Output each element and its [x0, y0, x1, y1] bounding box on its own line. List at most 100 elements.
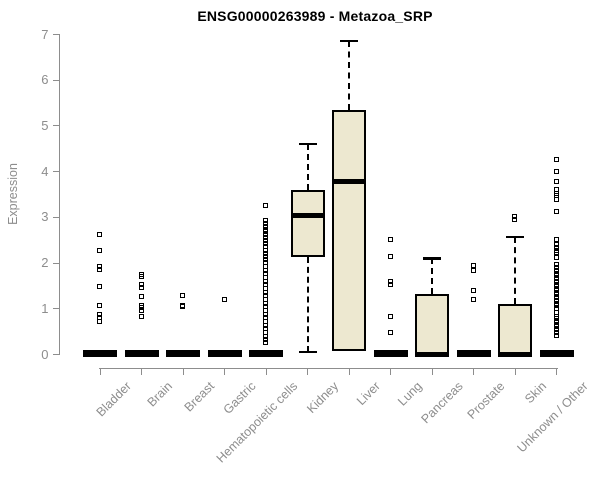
outlier-point	[263, 340, 268, 346]
x-tick	[307, 368, 308, 375]
outlier-point	[263, 234, 268, 240]
outlier-point	[553, 297, 559, 303]
x-tick	[431, 368, 433, 375]
x-tick	[141, 368, 142, 375]
outlier-point	[553, 273, 559, 279]
x-tick-label: Skin	[521, 379, 549, 407]
outlier-point	[263, 218, 268, 224]
x-tick	[348, 368, 350, 375]
outlier-point	[97, 319, 102, 324]
upper-whisker	[431, 258, 433, 294]
x-tick	[514, 368, 516, 375]
outlier-point	[553, 255, 559, 261]
outlier-point	[263, 254, 268, 260]
outlier-point	[553, 332, 559, 338]
outlier-point	[263, 241, 268, 247]
median-line	[332, 178, 366, 184]
upper-whisker-cap	[298, 142, 317, 146]
outlier-point	[180, 292, 185, 298]
x-tick	[224, 368, 225, 375]
x-axis-line	[99, 368, 558, 369]
upper-whisker	[514, 236, 516, 304]
outlier-point	[263, 238, 268, 244]
outlier-point	[221, 297, 227, 303]
outlier-point	[263, 257, 268, 263]
collapsed-box	[124, 350, 159, 357]
y-tick	[52, 34, 59, 35]
outlier-point	[553, 270, 559, 276]
y-tick	[52, 354, 59, 355]
box	[498, 303, 532, 354]
x-tick-label: Bladder	[93, 379, 134, 420]
collapsed-box	[207, 350, 242, 357]
x-tick	[182, 368, 184, 375]
lower-whisker-cap	[298, 350, 317, 354]
outlier-point	[553, 321, 559, 327]
outlier-point	[387, 282, 393, 288]
collapsed-box	[249, 350, 283, 357]
outlier-point	[553, 313, 559, 319]
lower-whisker	[306, 256, 309, 352]
outlier-point	[553, 242, 559, 248]
x-tick-label: Pancreas	[418, 379, 466, 427]
outlier-point	[553, 329, 559, 335]
outlier-point	[553, 262, 559, 268]
collapsed-box	[166, 350, 200, 357]
y-tick	[52, 125, 59, 127]
outlier-point	[263, 221, 268, 227]
outlier-point	[553, 168, 559, 174]
outlier-point	[263, 232, 268, 238]
outlier-point	[97, 264, 102, 270]
x-tick	[556, 368, 557, 375]
y-axis-line	[58, 34, 60, 355]
upper-whisker-cap	[423, 257, 441, 260]
outlier-point	[470, 263, 476, 269]
outlier-point	[553, 265, 559, 271]
outlier-point	[553, 178, 559, 184]
y-tick	[52, 171, 59, 173]
outlier-point	[553, 157, 559, 163]
outlier-point	[470, 268, 476, 274]
box	[290, 190, 325, 257]
y-tick-label: 3	[41, 209, 49, 225]
y-tick-label: 2	[41, 255, 49, 271]
outlier-point	[387, 314, 393, 320]
outlier-point	[553, 281, 559, 287]
outlier-point	[263, 203, 268, 209]
outlier-point	[470, 296, 476, 302]
outlier-point	[553, 303, 559, 309]
outlier-point	[138, 284, 144, 290]
outlier-point	[553, 284, 559, 290]
outlier-point	[387, 330, 393, 336]
outlier-point	[97, 248, 102, 254]
median-line	[498, 351, 532, 357]
y-tick	[52, 308, 59, 310]
upper-whisker-cap	[340, 39, 358, 43]
outlier-point	[553, 292, 559, 298]
collapsed-box	[373, 350, 408, 357]
x-tick-label: Kidney	[304, 379, 342, 416]
outlier-point	[553, 289, 559, 295]
collapsed-box	[539, 350, 574, 357]
outlier-point	[553, 327, 559, 333]
y-tick-label: 4	[41, 163, 49, 179]
outlier-point	[553, 324, 559, 330]
outlier-point	[387, 253, 393, 259]
outlier-point	[97, 267, 102, 273]
y-tick-label: 5	[41, 117, 49, 133]
outlier-point	[553, 276, 559, 282]
box	[415, 293, 449, 354]
upper-whisker-cap	[506, 235, 524, 238]
outlier-point	[263, 223, 268, 229]
outlier-point	[138, 307, 144, 313]
outlier-point	[263, 229, 268, 235]
x-tick	[390, 368, 391, 375]
median-line	[290, 213, 325, 219]
y-tick	[52, 79, 59, 81]
outlier-point	[553, 250, 559, 256]
x-tick	[99, 368, 101, 375]
upper-whisker	[348, 40, 350, 111]
outlier-point	[263, 226, 268, 232]
outlier-point	[553, 267, 559, 273]
